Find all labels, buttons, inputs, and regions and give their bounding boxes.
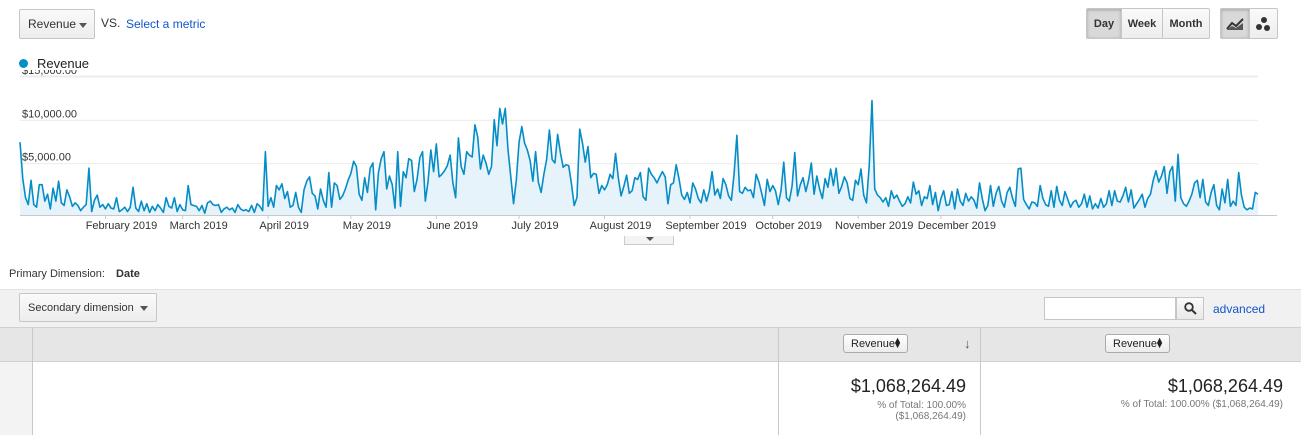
month-button[interactable]: Month [1162, 9, 1209, 38]
column-divider [980, 327, 981, 435]
y-tick-label: $15,000.00 [22, 70, 77, 77]
chart-legend: Revenue [19, 56, 89, 71]
col1-metric-select[interactable]: Revenue ▲ ▼ [843, 334, 908, 353]
revenue-line [19, 99, 1259, 215]
x-tick-label: September 2019 [665, 220, 746, 232]
metric-dropdown[interactable]: Revenue [19, 9, 95, 39]
motion-chart-button[interactable] [1248, 9, 1277, 38]
chart-type-toggle [1220, 8, 1278, 39]
y-tick-label: $5,000.00 [22, 152, 71, 164]
col1-percent-abs: ($1,068,264.49) [895, 411, 966, 422]
chevron-down-icon [79, 23, 87, 28]
x-tick-label: November 2019 [835, 220, 913, 232]
col2-metric-label: Revenue [1113, 337, 1158, 350]
updown-icon: ▲ ▼ [1155, 335, 1164, 350]
col1-percent-of-total: % of Total: 100.00% [877, 400, 966, 411]
x-tick-label: December 2019 [918, 220, 996, 232]
legend-swatch [19, 59, 28, 68]
x-tick-label: July 2019 [512, 220, 559, 232]
sort-down-icon[interactable]: ↓ [964, 336, 971, 351]
primary-dimension-label: Primary Dimension: [9, 268, 105, 280]
chevron-down-icon [646, 237, 654, 241]
line-chart-button[interactable] [1221, 9, 1249, 38]
col1-metric-label: Revenue [851, 337, 896, 350]
legend-label: Revenue [37, 56, 90, 71]
search-button[interactable] [1176, 297, 1204, 320]
col2-total-cell [981, 362, 1301, 435]
week-button[interactable]: Week [1121, 9, 1162, 38]
advanced-filter-link[interactable]: advanced [1213, 302, 1266, 316]
x-tick-label: April 2019 [259, 220, 309, 232]
chevron-down-icon [140, 306, 148, 311]
secondary-dimension-dropdown[interactable]: Secondary dimension [19, 293, 157, 322]
primary-dimension: Primary Dimension: Date [9, 268, 140, 280]
period-toggle: Day Week Month [1086, 8, 1210, 39]
x-tick-label: February 2019 [86, 220, 158, 232]
revenue-chart: $15,000.00 $10,000.00 $5,000.00 February 20… [19, 70, 1277, 232]
updown-icon: ▲ ▼ [893, 335, 902, 350]
column-divider [32, 327, 33, 435]
col2-percent-of-total: % of Total: 100.00% ($1,068,264.49) [1120, 399, 1283, 410]
table-header [0, 327, 1301, 362]
col2-total-value: $1,068,264.49 [1167, 376, 1283, 396]
day-button[interactable]: Day [1087, 9, 1121, 38]
x-tick-label: March 2019 [170, 220, 228, 232]
metric-dropdown-label: Revenue [28, 17, 77, 31]
x-tick-label: August 2019 [590, 220, 652, 232]
x-tick-label: May 2019 [343, 220, 391, 232]
chart-collapse-toggle[interactable] [624, 236, 674, 245]
line-chart-icon [1226, 17, 1244, 30]
dimension-total-cell [33, 362, 778, 435]
primary-dimension-date[interactable]: Date [116, 268, 140, 280]
select-metric-link[interactable]: Select a metric [126, 17, 206, 31]
secondary-dimension-label: Secondary dimension [28, 301, 134, 314]
x-tick-label: October 2019 [755, 220, 822, 232]
col1-total-value: $1,068,264.49 [850, 376, 966, 396]
motion-chart-icon [1256, 16, 1271, 31]
table-search-input[interactable] [1044, 297, 1176, 320]
col1-total-cell [779, 362, 980, 435]
x-tick-label: June 2019 [427, 220, 478, 232]
y-tick-label: $10,000.00 [22, 108, 77, 120]
search-icon [1183, 302, 1197, 315]
column-divider [778, 327, 779, 435]
col2-metric-select[interactable]: Revenue ▲ ▼ [1105, 334, 1170, 353]
vs-label: VS. [101, 16, 121, 30]
revenue-area [20, 100, 1258, 215]
